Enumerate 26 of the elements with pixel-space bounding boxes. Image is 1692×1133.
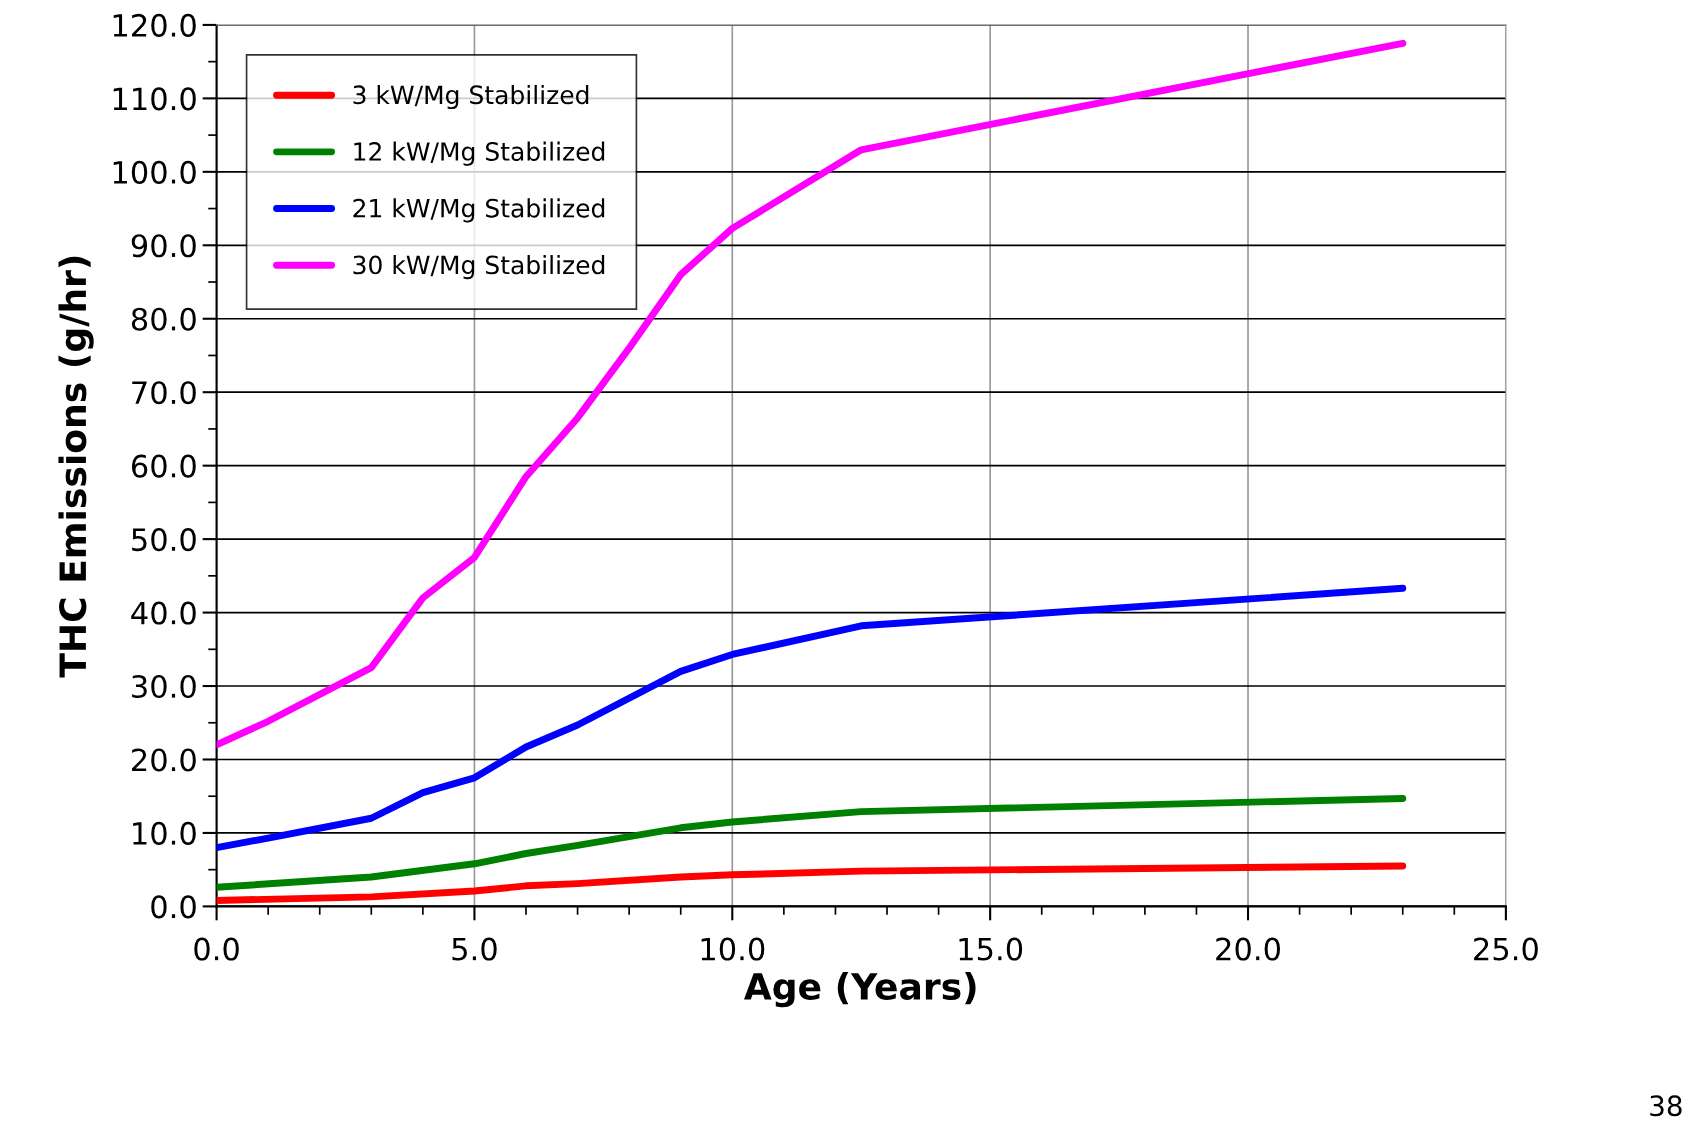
y-tick-label: 120.0 [113,13,196,37]
y-tick-label: 40.0 [131,601,196,625]
legend-label: 30 kW/Mg Stabilized [353,255,605,280]
x-tick-label: 15.0 [959,937,1023,961]
y-tick-label: 80.0 [131,307,196,331]
y-tick-label: 30.0 [132,674,196,699]
x-tick-label: 20.0 [1216,937,1281,961]
y-tick-label: 0.0 [151,895,196,919]
legend-label: 21 kW/Mg Stabilized [353,198,605,223]
text: 38 [1650,1095,1682,1117]
y-tick-label: 90.0 [131,234,196,258]
y-tick-label: 50.0 [132,528,196,552]
x-tick-label: 10.0 [701,937,765,961]
y-tick-label: 60.0 [131,454,196,478]
legend-label: 3 kW/Mg Stabilized [353,84,589,110]
y-tick-label: 110.0 [113,87,196,111]
x-tick-label: 0.0 [194,937,239,961]
y-axis-title: THC Emissions (g/hr) [58,256,94,678]
x-tick-label: 25.0 [1474,937,1538,961]
x-tick-label: 5.0 [452,937,497,961]
x-axis-title: Age (Years) [743,972,976,1008]
y-tick-label: 10.0 [133,821,196,845]
y-tick-label: 70.0 [132,381,196,405]
y-tick-label: 20.0 [132,748,196,772]
y-tick-label: 100.0 [113,160,196,184]
legend-label: 12 kW/Mg Stabilized [354,141,605,166]
